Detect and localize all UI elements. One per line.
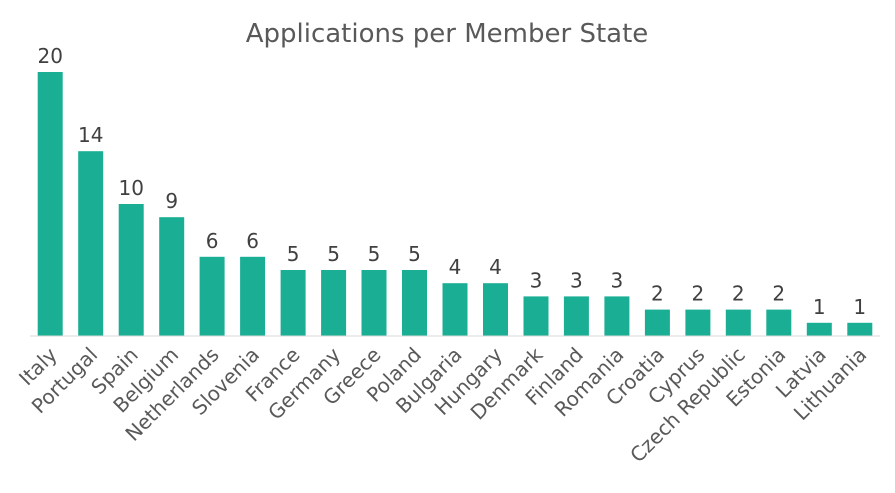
- value-label: 20: [37, 44, 62, 68]
- bar-italy: [37, 72, 63, 336]
- value-label: 10: [118, 176, 143, 200]
- bar-denmark: [523, 296, 549, 336]
- bar-cyprus: [685, 309, 711, 336]
- bar-lithuania: [847, 322, 873, 336]
- value-label: 2: [732, 282, 745, 306]
- value-label: 4: [489, 255, 502, 279]
- value-label: 3: [570, 268, 583, 292]
- bar-hungary: [483, 283, 508, 336]
- bar-croatia: [644, 309, 670, 336]
- bar-czech-republic: [725, 309, 751, 336]
- value-label: 2: [772, 282, 785, 306]
- category-labels-group: ItalyPortugalSpainBelgiumNetherlandsSlov…: [14, 342, 871, 467]
- value-label: 6: [206, 229, 219, 253]
- value-label: 5: [327, 242, 340, 266]
- bar-slovenia: [240, 256, 266, 336]
- bar-bulgaria: [442, 283, 468, 336]
- value-label: 1: [813, 295, 826, 319]
- value-label: 1: [853, 295, 866, 319]
- bar-finland: [563, 296, 589, 336]
- bar-france: [280, 270, 306, 336]
- value-label: 3: [611, 268, 624, 292]
- value-label: 6: [246, 229, 259, 253]
- bar-greece: [361, 270, 387, 336]
- value-label: 5: [368, 242, 381, 266]
- value-label: 14: [78, 123, 103, 147]
- value-label: 5: [287, 242, 300, 266]
- value-label: 3: [530, 268, 543, 292]
- bars-group: [37, 72, 873, 336]
- bar-romania: [604, 296, 630, 336]
- bar-netherlands: [199, 256, 225, 336]
- value-label: 4: [449, 255, 462, 279]
- bar-poland: [402, 270, 427, 336]
- value-labels-group: 20 14 10 9 6 6 5 5 5 5 4 4 3 3 3 2 2 2 2 1 1: [37, 44, 866, 319]
- value-label: 2: [651, 282, 664, 306]
- bar-portugal: [78, 151, 104, 336]
- bar-belgium: [159, 217, 185, 336]
- bar-germany: [321, 270, 347, 336]
- bar-latvia: [806, 322, 832, 336]
- bar-spain: [118, 204, 144, 336]
- chart-title: Applications per Member State: [246, 19, 649, 49]
- value-label: 5: [408, 242, 421, 266]
- value-label: 2: [692, 282, 705, 306]
- bar-estonia: [766, 309, 792, 336]
- value-label: 9: [165, 189, 178, 213]
